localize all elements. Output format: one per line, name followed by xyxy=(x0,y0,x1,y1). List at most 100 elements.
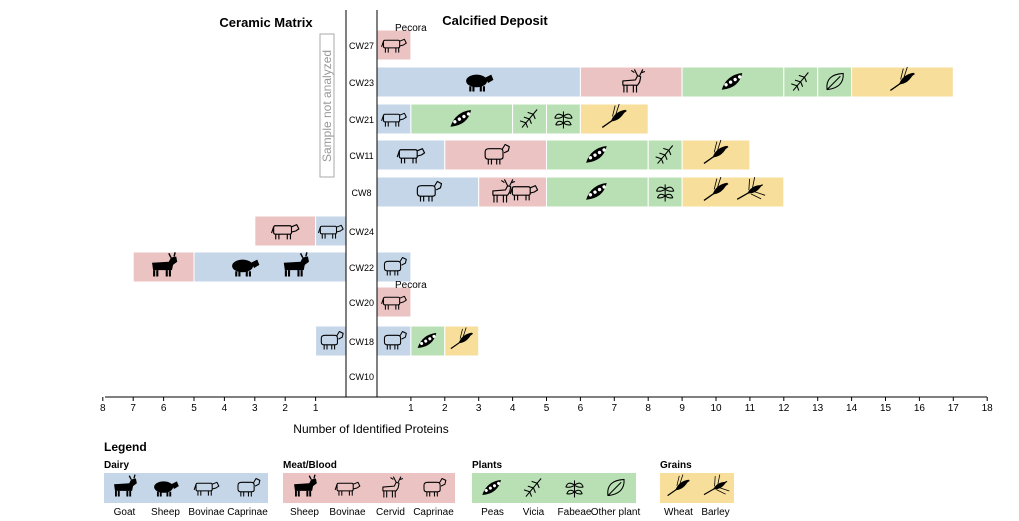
caprinae-outline-icon xyxy=(423,477,447,497)
wheat-icon xyxy=(667,474,690,497)
vicia-icon xyxy=(519,109,538,128)
goat-solid-icon xyxy=(114,474,137,497)
wheat-icon xyxy=(890,66,915,91)
x-tick-label: 8 xyxy=(645,403,651,414)
not-analyzed-box xyxy=(319,33,335,178)
peas-icon xyxy=(417,332,437,348)
sheep-solid-icon xyxy=(232,259,260,277)
bovinae-outline-icon xyxy=(317,224,344,239)
x-tick-label: 4 xyxy=(222,403,228,414)
x-tick-label: 9 xyxy=(679,403,685,414)
caprinae-outline-icon xyxy=(416,180,443,202)
legend-item-label: Other plant xyxy=(591,507,641,518)
legend-group-title: Plants xyxy=(472,460,502,471)
bovinae-outline-icon xyxy=(396,148,426,164)
x-tick-label: 7 xyxy=(612,403,618,414)
deposit-bar-CW8-dairy-0 xyxy=(376,176,480,208)
sample-label-cw18: CW18 xyxy=(349,337,374,347)
axes: 1 2 3 4 5 6 7 8 9 10 11 12 13 14 15 16 17 188 7 6 5 4 3 2 1 xyxy=(100,10,993,414)
sample-label-cw21: CW21 xyxy=(349,115,374,125)
x-tick-label: 3 xyxy=(252,403,258,414)
legend-group-title: Dairy xyxy=(104,460,129,471)
legend-item-label: Wheat xyxy=(664,507,693,518)
legend-item-label: Sheep xyxy=(151,507,180,518)
peas-icon xyxy=(450,109,472,127)
legend-group-plants: Plants Peas Vicia Fabeae Other plant xyxy=(472,460,640,518)
wheat-icon xyxy=(601,103,627,128)
caprinae-outline-icon xyxy=(383,256,407,276)
sample-label-cw27: CW27 xyxy=(349,41,374,51)
caprinae-outline-icon xyxy=(320,330,344,350)
left-panel-title: Ceramic Matrix xyxy=(219,15,313,30)
bovinae-outline-icon xyxy=(271,224,300,240)
not-analyzed-label: Sample not analyzed xyxy=(320,50,334,162)
cervid-icon xyxy=(622,69,646,93)
legend-item-label: Bovinae xyxy=(329,507,366,518)
legend-group-grains: Grains Wheat Barley xyxy=(660,460,734,518)
peas-icon xyxy=(482,479,501,495)
x-tick-label: 8 xyxy=(100,403,106,414)
ceramic-bar-CW18-dairy-0 xyxy=(315,325,347,357)
wheat-icon xyxy=(703,139,729,164)
fabeae-icon xyxy=(565,480,584,498)
legend-group-dairy: Dairy Goat Sheep Bovinae Caprinae xyxy=(104,460,268,518)
caprinae-outline-icon xyxy=(383,330,407,350)
x-tick-label: 1 xyxy=(313,403,319,414)
legend-item-label: Bovinae xyxy=(188,507,225,518)
x-tick-label: 16 xyxy=(914,403,926,414)
other-plant-icon xyxy=(607,478,625,497)
legend-item-label: Vicia xyxy=(523,507,545,518)
deposit-bar-CW20-label: Pecora xyxy=(395,280,427,291)
bovinae-outline-icon xyxy=(381,38,407,53)
fabeae-icon xyxy=(656,184,675,202)
vicia-icon xyxy=(655,145,674,164)
sample-label-cw20: CW20 xyxy=(349,298,374,308)
deposit-bar-CW18-dairy-0 xyxy=(376,325,412,357)
goat-solid-icon xyxy=(283,252,309,277)
sample-label-cw11: CW11 xyxy=(349,151,373,161)
right-panel-title: Calcified Deposit xyxy=(442,13,548,28)
deposit-bar-CW27-label: Pecora xyxy=(395,23,427,34)
sheep-solid-icon xyxy=(466,74,494,92)
legend-item-label: Barley xyxy=(701,507,729,518)
x-tick-label: 6 xyxy=(161,403,167,414)
x-tick-label: 5 xyxy=(544,403,550,414)
legend-group-title: Meat/Blood xyxy=(283,460,337,471)
vicia-icon xyxy=(791,72,809,91)
goat-solid-icon xyxy=(152,252,178,277)
sample-label-cw8: CW8 xyxy=(352,188,372,198)
goat-solid-icon xyxy=(294,474,317,497)
sample-labels: CW27 CW23 CW21 CW11 CW8 CW24 CW22 CW20 CW18 CW10 xyxy=(349,41,374,382)
x-tick-label: 2 xyxy=(282,403,288,414)
barley-icon xyxy=(736,177,766,200)
deposit-bar-CW21-plants-3 xyxy=(546,103,581,135)
vicia-icon xyxy=(523,478,542,497)
x-tick-label: 2 xyxy=(442,403,448,414)
x-tick-label: 4 xyxy=(510,403,516,414)
peas-icon xyxy=(586,145,607,163)
x-tick-label: 11 xyxy=(745,403,756,414)
deposit-bar-CW8-grains-4 xyxy=(681,176,785,208)
legend-group-title: Grains xyxy=(660,460,692,471)
legend-swatch xyxy=(660,473,734,503)
sample-label-cw24: CW24 xyxy=(349,227,374,237)
sample-label-cw22: CW22 xyxy=(349,263,374,273)
calcified-deposit-bars: Pecora Pecora xyxy=(376,23,954,357)
legend-item-label: Caprinae xyxy=(227,507,268,518)
cervid-icon xyxy=(492,179,516,203)
deposit-bar-CW11-meat-1 xyxy=(444,139,547,171)
x-tick-label: 5 xyxy=(191,403,197,414)
x-tick-label: 13 xyxy=(812,403,824,414)
x-tick-label: 12 xyxy=(778,403,790,414)
bovinae-outline-icon xyxy=(334,481,361,496)
cervid-icon xyxy=(382,476,404,498)
ceramic-bar-CW24-meat-0 xyxy=(254,215,317,247)
x-tick-label: 3 xyxy=(476,403,482,414)
peas-icon xyxy=(721,72,743,90)
wheat-icon xyxy=(703,176,729,201)
x-tick-label: 15 xyxy=(880,403,892,414)
legend-group-meat: Meat/Blood Sheep Bovinae Cervid Caprinae xyxy=(283,460,455,518)
sample-label-cw23: CW23 xyxy=(349,78,374,88)
sample-label-cw10: CW10 xyxy=(349,372,374,382)
